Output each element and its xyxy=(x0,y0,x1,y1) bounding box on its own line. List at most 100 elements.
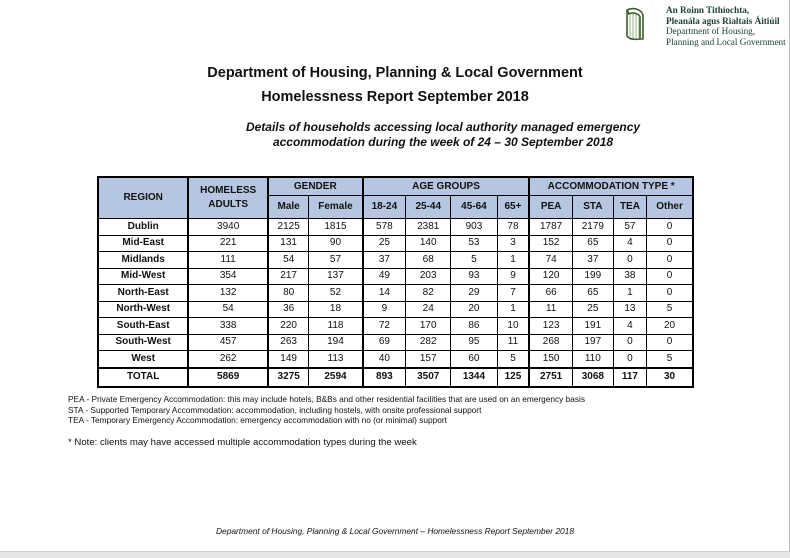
value-cell: 9 xyxy=(361,300,407,318)
homelessness-table: REGION HOMELESS ADULTS GENDER AGE GROUPS… xyxy=(97,176,694,388)
value-cell: 2381 xyxy=(405,218,452,236)
report-subtitle-date: Homelessness Report September 2018 xyxy=(261,89,529,105)
value-cell: 120 xyxy=(528,267,573,285)
value-cell: 157 xyxy=(405,350,452,368)
value-cell: 137 xyxy=(308,267,364,285)
value-cell: 1344 xyxy=(450,366,498,387)
value-cell: 11 xyxy=(496,333,530,351)
description-line-2: accommodation during the week of 24 – 30… xyxy=(272,135,614,149)
value-cell: 74 xyxy=(528,251,573,269)
value-cell: 338 xyxy=(187,317,269,335)
value-cell: 68 xyxy=(405,251,452,269)
report-title: Department of Housing, Planning & Local … xyxy=(207,65,583,81)
value-cell: 10 xyxy=(496,317,530,335)
table-row: Dublin 3940 2125 1815 578 2381 903 78 1787 2179 57… xyxy=(97,218,694,236)
value-cell: 191 xyxy=(571,317,614,335)
value-cell: 199 xyxy=(571,267,614,285)
value-cell: 893 xyxy=(361,366,407,387)
header-female: Female xyxy=(308,195,364,219)
logo-line-4: Planning and Local Government xyxy=(666,36,786,47)
value-cell: 268 xyxy=(528,333,573,351)
value-cell: 0 xyxy=(646,333,694,351)
value-cell: 217 xyxy=(266,267,310,285)
value-cell: 52 xyxy=(308,284,364,302)
value-cell: 36 xyxy=(266,300,310,318)
note-multiple-types: * Note: clients may have accessed multip… xyxy=(68,437,417,448)
region-cell: Midlands xyxy=(97,251,189,269)
header-sta: STA xyxy=(571,195,614,219)
value-cell: 18 xyxy=(308,300,364,318)
value-cell: 3 xyxy=(496,234,530,252)
value-cell: 80 xyxy=(266,284,310,302)
value-cell: 72 xyxy=(361,317,407,335)
value-cell: 7 xyxy=(496,284,530,302)
value-cell: 2179 xyxy=(571,218,614,236)
table-row: Mid-East 221 131 90 25 140 53 3 152 65 4 0 xyxy=(97,234,694,252)
value-cell: 1 xyxy=(612,284,648,302)
value-cell: 20 xyxy=(646,317,694,335)
value-cell: 14 xyxy=(361,284,407,302)
value-cell: 0 xyxy=(612,333,648,351)
value-cell: 0 xyxy=(612,350,648,368)
description-line-1: Details of households accessing local au… xyxy=(245,120,641,134)
value-cell: 118 xyxy=(308,317,364,335)
logo-line-2: Pleanála agus Rialtais Áitiúil xyxy=(666,15,780,26)
value-cell: 221 xyxy=(187,234,269,252)
header-age-65-plus: 65+ xyxy=(496,195,530,219)
header-male: Male xyxy=(266,195,310,219)
value-cell: 170 xyxy=(405,317,452,335)
region-cell: North-East xyxy=(97,284,189,302)
value-cell: 149 xyxy=(266,350,310,368)
value-cell: 194 xyxy=(308,333,364,351)
header-age-45-64: 45-64 xyxy=(450,195,498,219)
header-gender: GENDER xyxy=(266,176,364,196)
value-cell: 60 xyxy=(450,350,498,368)
region-cell: Dublin xyxy=(97,218,189,236)
value-cell: 13 xyxy=(612,300,648,318)
value-cell: 5 xyxy=(496,350,530,368)
value-cell: 125 xyxy=(496,366,530,387)
value-cell: 86 xyxy=(450,317,498,335)
value-cell: 0 xyxy=(646,218,694,236)
value-cell: 0 xyxy=(612,251,648,269)
region-cell: TOTAL xyxy=(97,366,189,387)
value-cell: 203 xyxy=(405,267,452,285)
value-cell: 25 xyxy=(361,234,407,252)
header-pea: PEA xyxy=(528,195,573,219)
value-cell: 65 xyxy=(571,234,614,252)
value-cell: 0 xyxy=(646,284,694,302)
table-row: Midlands 111 54 57 37 68 5 1 74 37 0 0 xyxy=(97,251,694,269)
note-tea: TEA - Temporary Emergency Accommodation:… xyxy=(68,415,447,426)
note-pea: PEA - Private Emergency Accommodation: t… xyxy=(68,394,585,404)
table-row: Mid-West 354 217 137 49 203 93 9 120 199 38 0 xyxy=(97,267,694,285)
value-cell: 11 xyxy=(528,300,573,318)
harp-icon xyxy=(625,7,644,41)
value-cell: 78 xyxy=(496,218,530,236)
value-cell: 25 xyxy=(571,300,614,318)
value-cell: 903 xyxy=(450,218,498,236)
value-cell: 49 xyxy=(361,267,407,285)
value-cell: 282 xyxy=(405,333,452,351)
header-age-18-24: 18-24 xyxy=(361,195,407,219)
region-cell: South-East xyxy=(97,317,189,335)
value-cell: 1787 xyxy=(528,218,573,236)
value-cell: 150 xyxy=(528,350,573,368)
value-cell: 111 xyxy=(187,251,269,269)
value-cell: 131 xyxy=(266,234,310,252)
value-cell: 132 xyxy=(187,284,269,302)
department-logo: An Roinn Tithíochta, Pleanála agus Rialt… xyxy=(666,5,786,47)
value-cell: 354 xyxy=(187,267,269,285)
value-cell: 1 xyxy=(496,251,530,269)
abbreviation-notes: PEA - Private Emergency Accommodation: t… xyxy=(68,394,768,426)
value-cell: 113 xyxy=(308,350,364,368)
value-cell: 54 xyxy=(266,251,310,269)
value-cell: 4 xyxy=(612,234,648,252)
page-footer: Department of Housing, Planning & Local … xyxy=(216,526,574,536)
value-cell: 30 xyxy=(646,366,694,387)
header-tea: TEA xyxy=(612,195,648,219)
value-cell: 5869 xyxy=(187,366,269,387)
logo-line-1: An Roinn Tithíochta, xyxy=(666,5,750,15)
value-cell: 3275 xyxy=(266,366,310,387)
value-cell: 0 xyxy=(646,234,694,252)
value-cell: 40 xyxy=(361,350,407,368)
